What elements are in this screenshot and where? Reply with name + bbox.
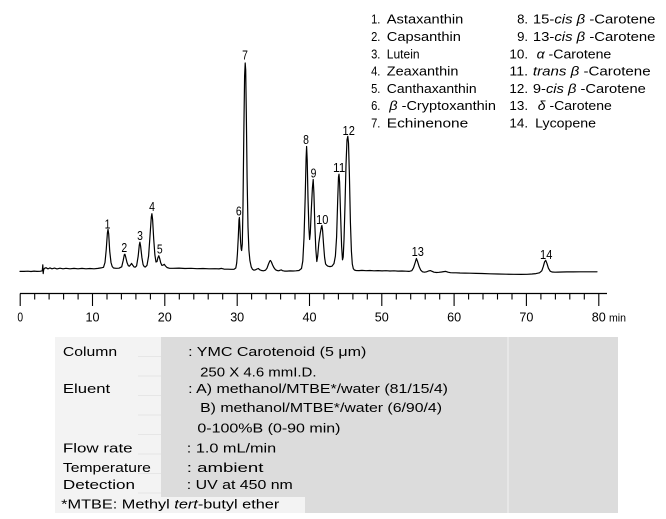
svg-text:9: 9: [311, 165, 317, 180]
svg-text:9.: 9.: [517, 29, 528, 44]
svg-text:: YMC Carotenoid (5 μm): : YMC Carotenoid (5 μm): [188, 345, 366, 359]
svg-text:70: 70: [519, 309, 533, 324]
svg-text:50: 50: [375, 309, 389, 324]
svg-text:250 X 4.6 mmI.D.: 250 X 4.6 mmI.D.: [200, 365, 316, 379]
svg-text:13.: 13.: [509, 98, 528, 113]
svg-text:1: 1: [105, 217, 111, 232]
svg-text:20: 20: [158, 309, 172, 324]
svg-text:13: 13: [412, 244, 424, 259]
svg-text:14: 14: [540, 247, 552, 262]
svg-text:11.: 11.: [509, 64, 528, 79]
svg-text:8.: 8.: [517, 12, 528, 27]
svg-text:Echinenone: Echinenone: [387, 116, 468, 131]
svg-text:B) methanol/MTBE*/water (6/90/: B) methanol/MTBE*/water (6/90/4): [200, 401, 442, 415]
svg-text:Lutein: Lutein: [387, 46, 420, 61]
svg-text:β -Cryptoxanthin: β -Cryptoxanthin: [388, 98, 496, 113]
svg-text:Astaxanthin: Astaxanthin: [387, 12, 464, 27]
svg-text:Zeaxanthin: Zeaxanthin: [387, 64, 459, 79]
svg-text:*MTBE: Methyl tert-butyl ether: *MTBE: Methyl tert -butyl ether: [61, 498, 280, 512]
svg-text:Canthaxanthin: Canthaxanthin: [387, 81, 477, 96]
svg-text:9-cis β -Carotene: 9-cis β -Carotene: [533, 81, 646, 96]
svg-text:3: 3: [137, 228, 143, 243]
svg-text:trans β -Carotene: trans β -Carotene: [533, 64, 651, 79]
svg-text:3.: 3.: [371, 46, 380, 61]
svg-text:Temperature: Temperature: [63, 461, 151, 475]
svg-text:Eluent: Eluent: [63, 382, 111, 396]
svg-text:60: 60: [447, 309, 461, 324]
svg-text:4.: 4.: [371, 64, 380, 79]
svg-text:Flow rate: Flow rate: [63, 442, 133, 456]
svg-text:11: 11: [333, 160, 345, 175]
svg-text:12: 12: [343, 123, 355, 138]
svg-text:14.: 14.: [509, 116, 528, 131]
svg-text:δ -Carotene: δ -Carotene: [538, 98, 612, 113]
svg-text:Column: Column: [63, 345, 117, 359]
svg-text:13-cis β -Carotene: 13- cis β -Carotene: [533, 29, 656, 44]
svg-text:40: 40: [303, 309, 317, 324]
svg-text:10: 10: [316, 212, 328, 227]
svg-text:7.: 7.: [371, 116, 380, 131]
svg-text:6: 6: [236, 203, 242, 218]
svg-text:: A) methanol/MTBE*/water (81/: : A) methanol/MTBE*/water (81/15/4): [188, 382, 448, 396]
svg-text:α -Carotene: α -Carotene: [537, 46, 612, 61]
svg-text:12.: 12.: [509, 81, 528, 96]
svg-text:4: 4: [149, 199, 155, 214]
svg-text:0-100%B (0-90 min): 0-100%B (0-90 min): [197, 422, 340, 436]
svg-text:2: 2: [121, 240, 127, 255]
svg-text:Capsanthin: Capsanthin: [387, 29, 461, 44]
svg-text:15-cis β -Carotene: 15- cis β -Carotene: [533, 12, 656, 27]
svg-text:80: 80: [592, 309, 606, 324]
svg-text:2.: 2.: [371, 29, 380, 44]
svg-text:Detection: Detection: [63, 478, 135, 492]
svg-text:min: min: [609, 312, 626, 324]
svg-text:30: 30: [230, 309, 244, 324]
svg-text:5: 5: [157, 242, 163, 257]
svg-text:5.: 5.: [371, 81, 380, 96]
svg-text:10.: 10.: [509, 46, 528, 61]
svg-text:: ambient: : ambient: [187, 461, 264, 475]
svg-text:Lycopene: Lycopene: [535, 116, 596, 131]
svg-text:6.: 6.: [371, 98, 380, 113]
svg-text:8: 8: [303, 132, 309, 147]
svg-text:: UV at 450 nm: : UV at 450 nm: [187, 478, 293, 492]
svg-text:7: 7: [242, 48, 248, 63]
svg-text:: 1.0 mL/min: : 1.0 mL/min: [187, 442, 276, 456]
svg-text:10: 10: [86, 309, 100, 324]
svg-text:0: 0: [17, 309, 23, 324]
svg-text:1.: 1.: [371, 12, 380, 27]
